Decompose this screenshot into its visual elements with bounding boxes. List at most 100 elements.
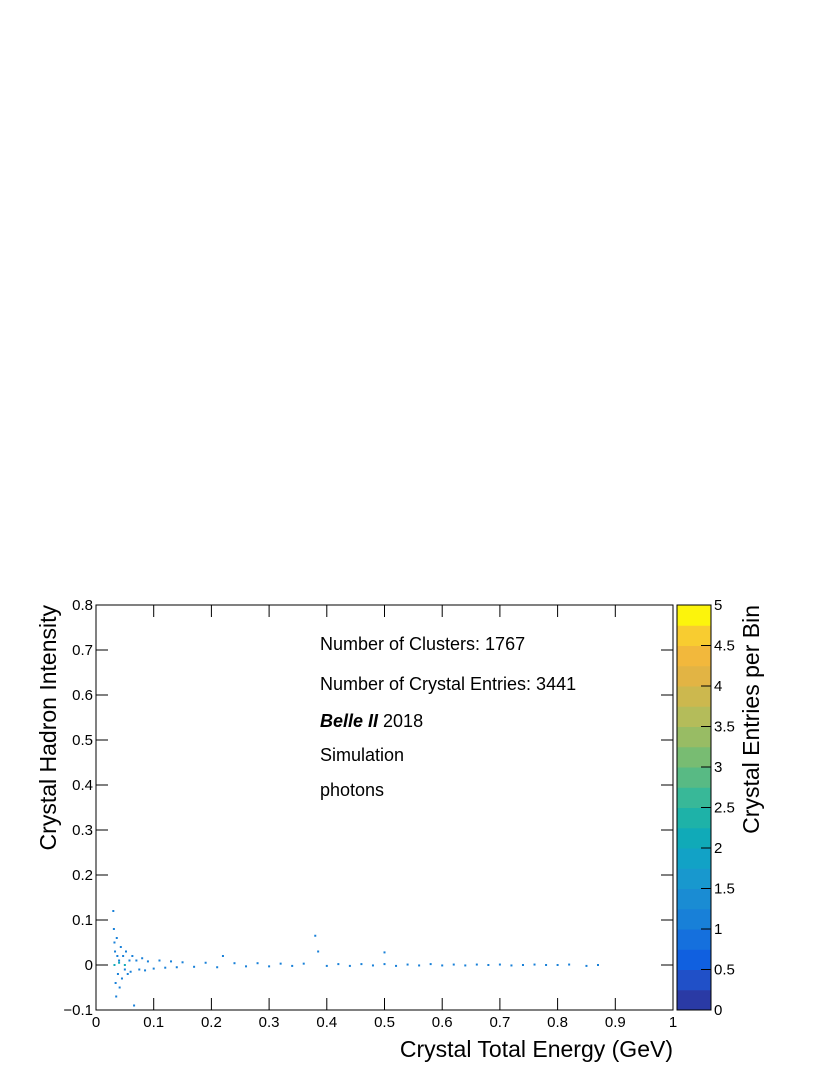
colorbar-tick-label: 0 — [714, 1002, 722, 1019]
experiment: Belle II — [320, 711, 379, 731]
y-tick-label: 0.1 — [72, 912, 93, 929]
colorbar-segment — [677, 686, 711, 707]
histogram-cell — [418, 964, 421, 967]
x-tick-label: 0.4 — [316, 1014, 337, 1031]
histogram-cell — [152, 967, 155, 970]
x-tick-label: 0.1 — [143, 1014, 164, 1031]
histogram-cell — [116, 973, 119, 975]
colorbar-segment — [677, 746, 711, 768]
histogram-cell — [337, 963, 340, 966]
histogram-cell — [568, 963, 571, 966]
histogram-cell — [123, 964, 126, 966]
x-tick-label: 1 — [669, 1014, 677, 1031]
histogram-cell — [126, 973, 129, 975]
histogram-cell — [533, 963, 536, 966]
histogram-cell — [475, 963, 478, 966]
histogram-cell — [133, 1004, 136, 1007]
histogram-cell — [371, 964, 374, 967]
histogram-cell — [256, 962, 259, 965]
histogram-cell — [114, 982, 117, 984]
colorbar-tick-label: 1 — [714, 921, 722, 938]
histogram-cell — [221, 955, 224, 957]
histogram-cell — [118, 959, 121, 962]
y-tick-label: 0.7 — [72, 642, 93, 659]
histogram-cell — [115, 995, 118, 998]
colorbar-segment — [677, 868, 711, 889]
colorbar-segment — [677, 625, 711, 646]
histogram-cell — [452, 963, 455, 966]
histogram-cell — [204, 961, 207, 964]
histogram-cell — [441, 964, 444, 967]
histogram-cell — [120, 977, 123, 980]
colorbar-segment — [677, 827, 711, 849]
histogram-cell — [325, 964, 328, 967]
y-tick-label: −0.1 — [63, 1002, 93, 1019]
note: Simulation — [320, 745, 404, 765]
colorbar-segment — [677, 706, 711, 727]
colorbar-tick-label: 4 — [714, 678, 722, 695]
colorbar-segment — [677, 726, 711, 748]
histogram-cell — [596, 964, 599, 966]
histogram-cell — [112, 928, 115, 930]
histogram-cell — [119, 946, 122, 948]
histogram-cell — [216, 966, 219, 969]
x-tick-label: 0.7 — [489, 1014, 510, 1031]
x-tick-label: 0.8 — [547, 1014, 568, 1031]
histogram-cell — [144, 969, 147, 972]
y-tick-label: 0.5 — [72, 732, 93, 749]
histogram-cell — [348, 964, 351, 967]
y-tick-label: 0 — [85, 957, 93, 974]
colorbar-tick-label: 2 — [714, 840, 722, 857]
histogram-cell — [128, 959, 131, 962]
x-tick-label: 0.2 — [201, 1014, 222, 1031]
y-tick-label: 0.2 — [72, 867, 93, 884]
colorbar-segment — [677, 767, 711, 788]
histogram-cell — [123, 968, 126, 971]
histogram-cell — [113, 941, 116, 944]
colorbar-segment — [677, 908, 711, 930]
colorbar-segment — [677, 645, 711, 667]
histogram-cell — [279, 962, 282, 965]
y-tick-label: 0.3 — [72, 822, 93, 839]
histogram-cell — [545, 964, 548, 966]
annotation: Number of Crystal Entries: 3441 — [320, 674, 576, 694]
colorbar-segment — [677, 888, 711, 910]
histogram-cell — [406, 963, 409, 966]
histogram-cell — [158, 959, 161, 962]
x-tick-label: 0.9 — [605, 1014, 626, 1031]
colorbar-segment — [677, 665, 711, 687]
histogram-cell — [125, 950, 128, 953]
colorbar-segment — [677, 969, 711, 991]
colorbar-tick-label: 3 — [714, 759, 722, 776]
annotation: Number of Clusters: 1767 — [320, 634, 525, 654]
colorbar-segment — [677, 605, 711, 626]
histogram-cell — [129, 970, 132, 973]
colorbar-segment — [677, 807, 711, 829]
colorbar-tick-label: 2.5 — [714, 800, 735, 817]
histogram-cell — [131, 955, 134, 957]
histogram-cell — [521, 964, 524, 966]
plot-frame — [95, 604, 674, 1011]
note: photons — [320, 780, 384, 800]
histogram-cell — [395, 964, 398, 967]
histogram-cell — [585, 964, 588, 967]
colorbar-tick-label: 3.5 — [714, 719, 735, 736]
histogram-cell — [146, 960, 149, 963]
histogram-cell — [122, 955, 125, 957]
histogram-cell — [170, 960, 173, 963]
experiment-label: Belle II 2018 — [320, 711, 423, 731]
y-tick-label: 0.4 — [72, 777, 93, 794]
colorbar-tick-label: 4.5 — [714, 638, 735, 655]
histogram-cell — [112, 910, 115, 912]
colorbar-segment — [677, 848, 711, 869]
histogram-cell — [175, 966, 178, 969]
y-tick-label: 0.6 — [72, 687, 93, 704]
histogram-cell — [291, 964, 294, 967]
histogram-cell — [141, 957, 144, 960]
histogram-cell — [498, 963, 501, 966]
histogram-cell — [245, 965, 248, 968]
histogram-cell — [429, 963, 432, 966]
colorbar-title: Crystal Entries per Bin — [738, 605, 764, 834]
histogram-cell — [314, 934, 317, 937]
histogram-cell — [113, 964, 116, 966]
